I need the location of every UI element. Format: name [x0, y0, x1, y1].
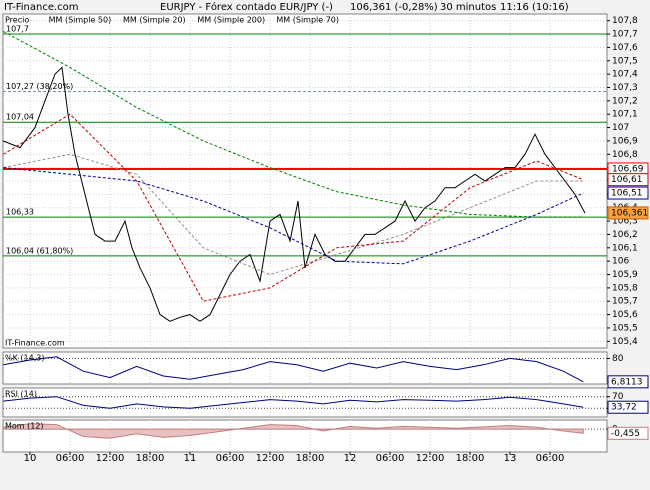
panel-background — [2, 13, 608, 349]
legend-entry: RSI (14) — [5, 390, 37, 399]
y-tick-label: 107,5 — [612, 56, 638, 66]
readout-box — [607, 206, 649, 220]
level-label: 107,7 — [6, 25, 29, 34]
indicator-line — [3, 113, 584, 302]
watermark: IT-Finance.com — [5, 339, 65, 348]
y-tick-label: 107,6 — [612, 43, 638, 53]
y-tick-label: 105,5 — [612, 323, 638, 333]
quote: 106,361 (-0,28%) — [350, 2, 438, 13]
x-tick-label: 10 — [24, 453, 37, 464]
level-label: 106,33 — [6, 208, 34, 217]
readout-box — [607, 426, 649, 440]
y-tick-label: 107,7 — [612, 30, 638, 40]
x-tick-label: 11 — [184, 453, 197, 464]
y-tick-label: 107,2 — [612, 96, 638, 106]
readout-label: -0,455 — [611, 429, 640, 439]
y-tick-label: 106,9 — [612, 136, 638, 146]
y-tick-label: 107 — [612, 123, 629, 133]
y-tick-label: 106,8 — [612, 150, 638, 160]
y-tick-label: 105,6 — [612, 310, 638, 320]
x-tick-label: 12:00 — [96, 453, 125, 464]
time: 11:16 (10:16) — [500, 2, 569, 13]
x-tick-label: 12:00 — [416, 453, 445, 464]
interval: 30 minutos — [440, 2, 496, 13]
x-tick-label: 06:00 — [216, 453, 245, 464]
y-tick-label: 106,1 — [612, 243, 638, 253]
y-tick-label: 105,4 — [612, 337, 638, 347]
y-tick-label: 106,2 — [612, 230, 638, 240]
x-tick-label: 06:00 — [376, 453, 405, 464]
readout-box — [607, 400, 649, 414]
legend-entry: Precio — [5, 16, 29, 25]
readout-label: 106,61 — [611, 175, 643, 185]
y-tick-label: 70 — [612, 392, 624, 402]
x-tick-label: 06:00 — [56, 453, 85, 464]
readout-box — [607, 186, 649, 200]
level-label: 106,69 — [612, 164, 644, 174]
x-tick-label: 12 — [344, 453, 357, 464]
x-tick-label: 12:00 — [256, 453, 285, 464]
x-tick-label: 13 — [504, 453, 517, 464]
legend-entry: %K (14,3) — [5, 354, 44, 363]
level-label: 107,04 — [6, 113, 34, 122]
legend-entry: MM (Simple 70) — [276, 16, 339, 25]
legend-entry: Mom (12) — [5, 422, 44, 431]
y-tick-label: 105,7 — [612, 297, 638, 307]
indicator-line — [3, 167, 584, 265]
legend-entry: MM (Simple 20) — [123, 16, 186, 25]
y-tick-label: 107,1 — [612, 110, 638, 120]
legend-entry: MM (Simple 50) — [49, 16, 112, 25]
y-tick-label: 80 — [612, 354, 624, 364]
y-tick-label: 106 — [612, 257, 629, 267]
readout-label: 106,51 — [611, 189, 643, 199]
y-tick-label: 107,8 — [612, 16, 638, 26]
y-tick-label: 106,3 — [612, 217, 638, 227]
level-label: 107,27 (38,20%) — [6, 82, 73, 91]
readout-label: 106,361 — [611, 208, 648, 218]
x-tick-label: 06:00 — [536, 453, 565, 464]
indicator-line — [3, 396, 584, 409]
readout-label: 6,8113 — [611, 377, 643, 387]
indicator-line — [3, 153, 584, 276]
readout-box — [607, 375, 649, 389]
legend-entry: MM (Simple 200) — [197, 16, 265, 25]
readout-box — [607, 173, 649, 187]
readout-label: 33,72 — [611, 403, 637, 413]
y-tick-label: 107,3 — [612, 83, 638, 93]
x-tick-label: 18:00 — [136, 453, 165, 464]
y-tick-label: 105,8 — [612, 283, 638, 293]
instrument-title: EURJPY - Fórex contado EUR/JPY (-) — [160, 1, 333, 13]
x-tick-label: 18:00 — [296, 453, 325, 464]
price-line — [2, 66, 586, 322]
y-tick-label: 107,4 — [612, 70, 638, 80]
panel-background — [2, 351, 608, 385]
indicator-line — [3, 356, 584, 383]
x-tick-label: 18:00 — [456, 453, 485, 464]
panel-background — [2, 387, 608, 418]
y-tick-label: 105,9 — [612, 270, 638, 280]
level-label: 106,04 (61,80%) — [6, 246, 73, 255]
indicator-line — [3, 30, 584, 218]
momentum-area — [2, 423, 584, 439]
site-name: IT-Finance.com — [4, 2, 79, 13]
